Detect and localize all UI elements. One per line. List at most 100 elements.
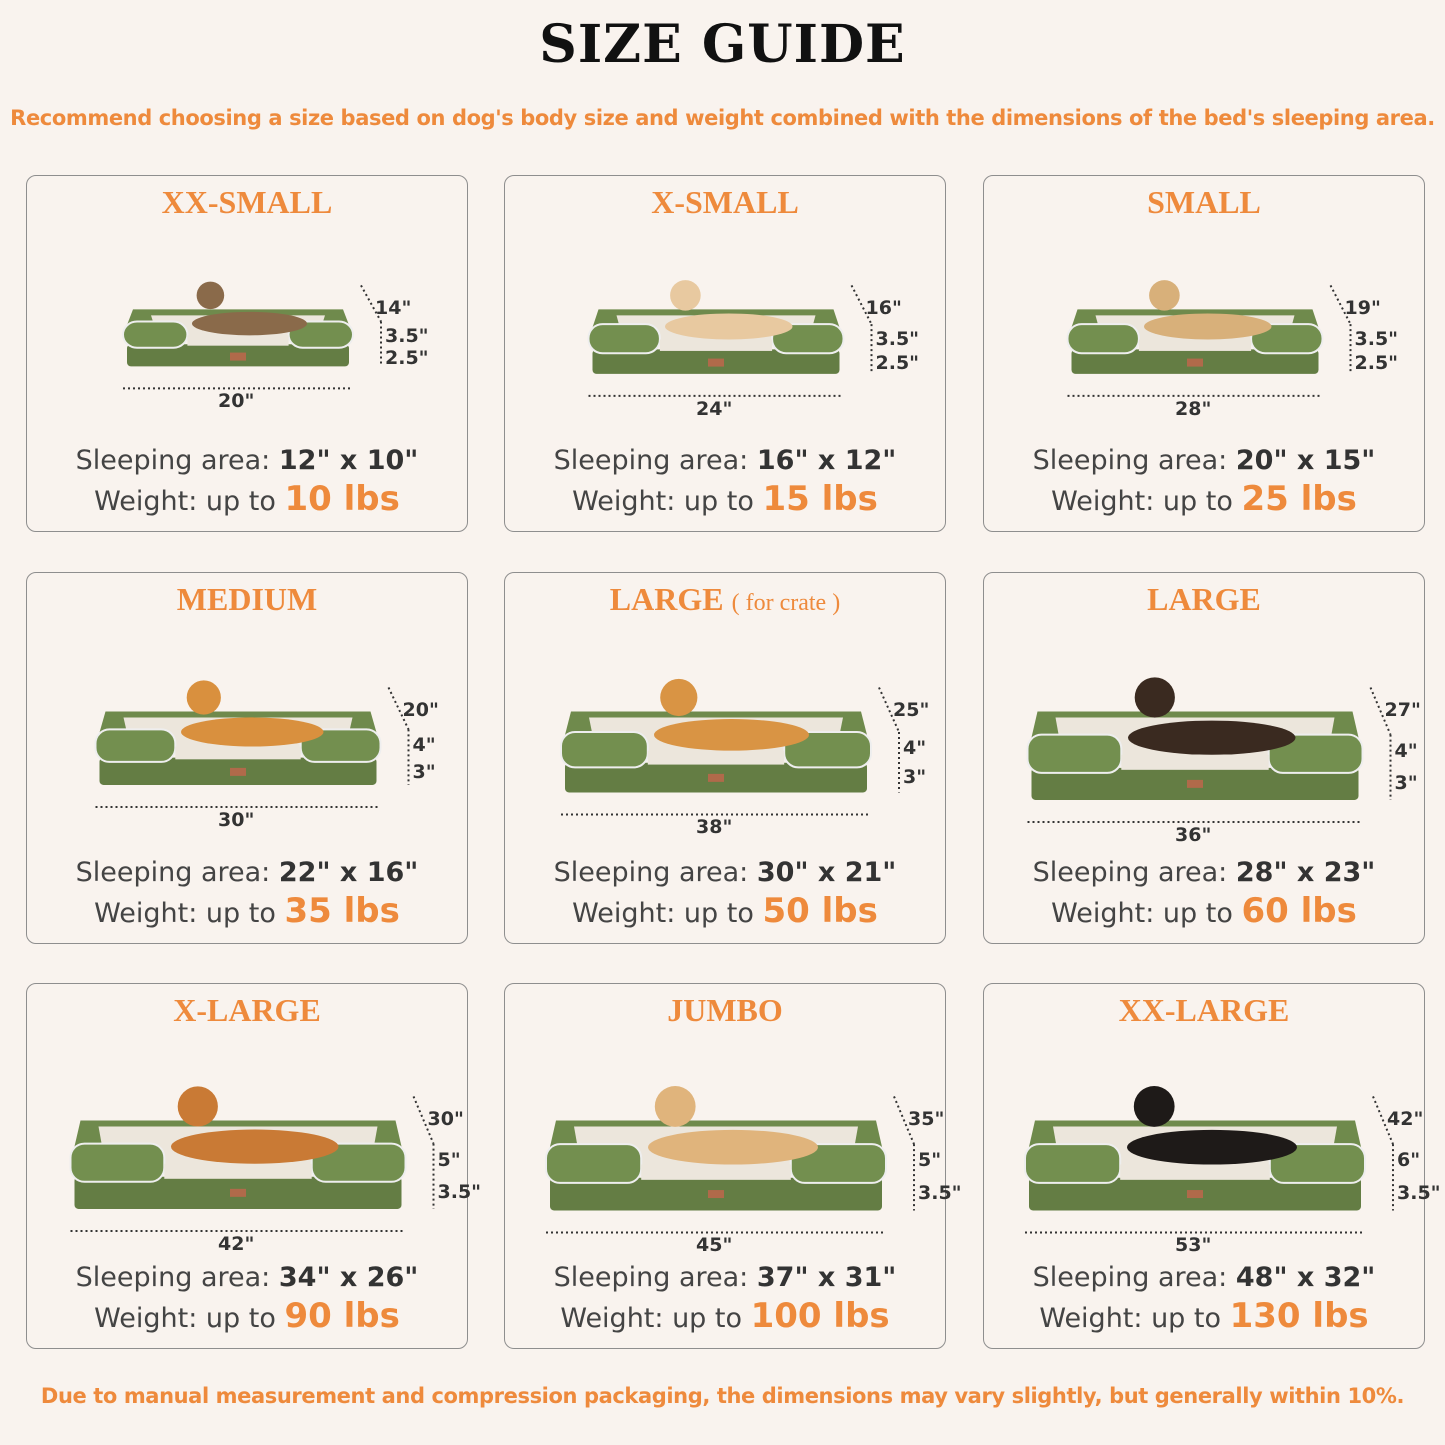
weight-limit: Weight: up to 60 lbs xyxy=(1051,891,1357,931)
sleeping-area: Sleeping area: 37" x 31" xyxy=(553,1262,897,1293)
sleeping-area: Sleeping area: 16" x 12" xyxy=(553,445,897,476)
height-dimension-line xyxy=(878,687,900,733)
size-title: LARGE xyxy=(1147,581,1261,617)
weight-limit: Weight: up to 35 lbs xyxy=(94,891,400,931)
footer-note: Due to manual measurement and compressio… xyxy=(40,1384,1405,1408)
sleeping-area: Sleeping area: 48" x 32" xyxy=(1032,1262,1376,1293)
dog-icon xyxy=(648,1086,818,1165)
size-title: LARGE( for crate ) xyxy=(609,581,841,617)
sleeping-area: Sleeping area: 28" x 23" xyxy=(1032,857,1376,888)
size-title: XX-LARGE xyxy=(1118,992,1290,1028)
bolster-height-label: 4" xyxy=(903,736,927,759)
depth-label: 35" xyxy=(908,1108,945,1131)
length-label: 53" xyxy=(1175,1234,1212,1257)
depth-label: 27" xyxy=(1384,699,1421,722)
size-title: JUMBO xyxy=(667,992,783,1028)
depth-label: 42" xyxy=(1387,1108,1424,1131)
depth-label: 30" xyxy=(427,1108,464,1131)
weight-limit: Weight: up to 50 lbs xyxy=(572,891,878,931)
weight-limit: Weight: up to 10 lbs xyxy=(94,479,400,519)
length-label: 24" xyxy=(696,397,733,420)
size-card: XX-LARGE 42" 6" 3.5" 53" Sleeping area: … xyxy=(983,983,1441,1349)
dog-icon xyxy=(171,1086,339,1164)
length-label: 28" xyxy=(1175,397,1212,420)
bolster-height-label: 4" xyxy=(412,733,436,756)
weight-limit: Weight: up to 100 lbs xyxy=(560,1296,890,1336)
length-label: 36" xyxy=(1175,823,1212,846)
base-height-label: 3.5" xyxy=(918,1181,962,1204)
dog-icon xyxy=(654,678,809,751)
base-height-label: 3" xyxy=(412,761,436,784)
size-title: X-SMALL xyxy=(651,184,799,220)
depth-label: 14" xyxy=(375,297,412,320)
base-height-label: 3.5" xyxy=(437,1180,482,1203)
height-dimension-line xyxy=(412,1096,435,1145)
sleeping-area: Sleeping area: 22" x 16" xyxy=(75,857,419,888)
bed-illustration xyxy=(545,1086,915,1234)
bed-illustration xyxy=(1026,677,1392,823)
bolster-height-label: 5" xyxy=(918,1149,942,1172)
size-card: JUMBO 35" 5" 3.5" 45" Sleeping area: 37"… xyxy=(504,983,962,1349)
bolster-height-label: 3.5" xyxy=(1354,327,1399,350)
size-card: XX-SMALL 14" 3.5" 2.5" 20" Sleeping area… xyxy=(26,175,468,532)
bolster-height-label: 3.5" xyxy=(385,324,429,347)
size-card: SMALL 19" 3.5" 2.5" 28" Sleeping area: 2… xyxy=(983,175,1425,532)
base-height-label: 3" xyxy=(903,766,927,789)
bed-illustration xyxy=(1024,1086,1394,1234)
dog-icon xyxy=(665,280,793,340)
height-dimension-line xyxy=(1372,1096,1394,1145)
sleeping-area: Sleeping area: 20" x 15" xyxy=(1032,445,1376,476)
weight-limit: Weight: up to 90 lbs xyxy=(94,1296,400,1336)
base-height-label: 2.5" xyxy=(385,347,429,370)
length-label: 20" xyxy=(218,390,255,413)
dog-icon xyxy=(1127,1086,1297,1165)
size-card: LARGE 27" 4" 3" 36" Sleeping area: 28" x… xyxy=(983,572,1425,944)
base-height-label: 2.5" xyxy=(1354,352,1399,375)
height-dimension-line xyxy=(850,284,873,325)
length-label: 42" xyxy=(218,1232,255,1255)
page-title: SIZE GUIDE xyxy=(539,14,906,75)
cat-icon xyxy=(192,281,307,336)
bolster-height-label: 3.5" xyxy=(875,327,920,350)
dog-icon xyxy=(1144,280,1272,340)
bolster-height-label: 6" xyxy=(1397,1149,1421,1172)
size-title: MEDIUM xyxy=(176,581,318,617)
base-height-label: 3.5" xyxy=(1397,1181,1441,1204)
sleeping-area: Sleeping area: 12" x 10" xyxy=(75,445,419,476)
size-card: MEDIUM 20" 4" 3" 30" Sleeping area: 22" … xyxy=(26,572,468,944)
size-title: X-LARGE xyxy=(173,992,321,1028)
sleeping-area: Sleeping area: 34" x 26" xyxy=(75,1262,419,1293)
bed-illustration xyxy=(69,1086,435,1232)
height-dimension-line xyxy=(893,1096,915,1145)
bed-illustration xyxy=(122,281,382,390)
size-card: X-LARGE 30" 5" 3.5" 42" Sleeping area: 3… xyxy=(26,983,481,1349)
dog-icon xyxy=(181,680,324,747)
dog-icon xyxy=(1128,677,1296,755)
subtitle: Recommend choosing a size based on dog's… xyxy=(10,106,1435,130)
length-label: 45" xyxy=(696,1234,733,1257)
bed-illustration xyxy=(94,680,410,808)
depth-label: 20" xyxy=(402,699,439,722)
size-title: SMALL xyxy=(1147,184,1261,220)
bolster-height-label: 4" xyxy=(1394,739,1418,762)
depth-label: 19" xyxy=(1344,297,1381,320)
length-label: 38" xyxy=(696,816,733,839)
size-card: LARGE( for crate ) 25" 4" 3" 38" Sleepin… xyxy=(504,572,946,944)
base-height-label: 2.5" xyxy=(875,352,920,375)
height-dimension-line xyxy=(1369,687,1392,736)
base-height-label: 3" xyxy=(1394,771,1418,794)
weight-limit: Weight: up to 130 lbs xyxy=(1039,1296,1369,1336)
size-title: XX-SMALL xyxy=(161,184,333,220)
depth-label: 25" xyxy=(893,699,930,722)
bed-illustration xyxy=(587,280,873,397)
height-dimension-line xyxy=(1329,284,1352,325)
height-dimension-line xyxy=(360,284,382,323)
bed-illustration xyxy=(560,678,900,816)
size-note: ( for crate ) xyxy=(731,590,841,616)
size-card: X-SMALL 16" 3.5" 2.5" 24" Sleeping area:… xyxy=(504,175,946,532)
sleeping-area: Sleeping area: 30" x 21" xyxy=(553,857,897,888)
bed-illustration xyxy=(1066,280,1352,397)
length-label: 30" xyxy=(218,808,255,831)
weight-limit: Weight: up to 15 lbs xyxy=(572,479,878,519)
depth-label: 16" xyxy=(865,297,902,320)
